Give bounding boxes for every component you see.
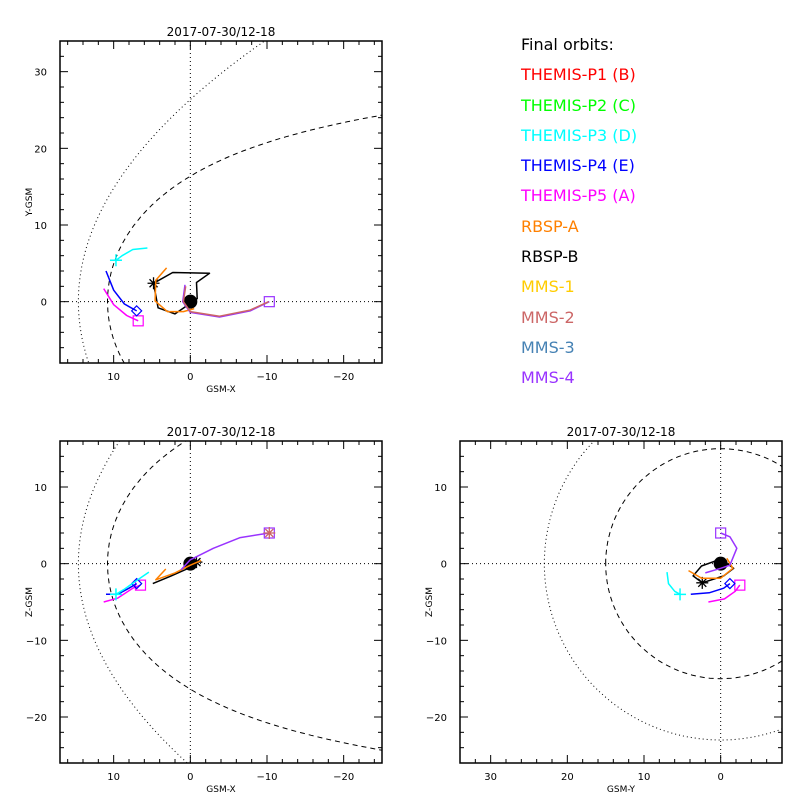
legend-item-mms-1: MMS-1 — [521, 277, 575, 297]
end-marker-diamond-themis-p4-e — [724, 577, 736, 590]
legend-item-themis-p2: THEMIS-P2 (C) — [521, 95, 636, 115]
y-axis-label: Y-GSM — [25, 188, 35, 217]
end-marker-square-mms-4 — [715, 527, 727, 539]
orbit-track-themis-p3-d — [115, 571, 150, 595]
plot-frame — [59, 40, 383, 364]
plot-title: 2017-07-30/12-18 — [167, 25, 276, 39]
x-tick-label: 0 — [187, 372, 193, 383]
end-marker-plus-themis-p3-d — [109, 588, 122, 601]
orbit-track-themis-p5-a — [103, 288, 139, 322]
y-tick-label: −20 — [26, 713, 47, 724]
x-tick-label: 10 — [107, 372, 120, 383]
y-tick-label: 0 — [41, 298, 47, 309]
plot-panel-yz: 30 20 10 0 10 0 −10 −20 2017-07-30/12-18 GSM-Y Z-G… — [425, 425, 783, 795]
bow-shock-curve — [77, 441, 188, 763]
end-marker-square-themis-p5-a — [734, 579, 746, 591]
x-tick-label: 10 — [638, 772, 651, 783]
end-marker-plus-themis-p3-d — [674, 588, 687, 601]
legend-item-rbsp-b: RBSP-B — [521, 247, 579, 267]
legend-item-themis-p1: THEMIS-P1 (B) — [521, 65, 636, 85]
x-axis-label: GSM-Y — [607, 785, 636, 795]
y-tick-label: −10 — [26, 636, 47, 647]
orbit-track-rbsp-a — [688, 557, 734, 579]
x-tick-label: 10 — [107, 772, 120, 783]
legend-item-themis-p5: THEMIS-P5 (A) — [521, 186, 636, 206]
orbit-track-themis-p5-a — [708, 584, 741, 603]
y-tick-label: −20 — [426, 713, 447, 724]
plot-area — [60, 441, 382, 763]
orbit-track-mms-4 — [705, 532, 738, 574]
end-marker-asterisk-mms-2 — [263, 527, 276, 539]
x-tick-label: 0 — [187, 772, 193, 783]
y-tick-label: 20 — [34, 144, 47, 155]
magnetopause-curve — [107, 441, 382, 751]
x-tick-label: −10 — [256, 772, 277, 783]
x-axis-label: GSM-X — [206, 785, 235, 795]
orbit-track-mms-4 — [180, 532, 270, 571]
plot-area — [60, 41, 382, 363]
magnetopause-curve — [107, 114, 382, 363]
y-tick-label: 0 — [41, 560, 47, 571]
legend-title: Final orbits: — [521, 35, 614, 54]
end-marker-plus-themis-p3-d — [109, 254, 122, 267]
plot-panel-xy: 10 0 −10 −20 0 10 20 30 2017-07-30/12-18 GSM-X Y-G… — [25, 25, 383, 395]
x-tick-label: 0 — [717, 772, 723, 783]
end-marker-asterisk-rbsp-b — [147, 277, 160, 290]
orbit-track-mms-2 — [182, 286, 269, 317]
orbit-track-themis-p4-e — [105, 270, 138, 312]
y-tick-label: 30 — [34, 68, 47, 79]
orbit-track-rbsp-b — [152, 271, 211, 315]
end-marker-square-themis-p5-a — [132, 315, 144, 327]
y-axis-label: Z-GSM — [25, 587, 35, 617]
x-tick-label: −20 — [333, 772, 354, 783]
plot-panel-xz: 10 0 −10 −20 10 0 −10 −20 2017-07-30/12-18 GSM-X Z… — [25, 425, 383, 795]
legend-item-themis-p3: THEMIS-P3 (D) — [521, 125, 638, 145]
end-marker-asterisk-rbsp-b — [696, 576, 709, 589]
y-tick-label: 10 — [34, 221, 47, 232]
magnetopause-curve — [605, 448, 782, 680]
plot-frame — [459, 440, 783, 764]
plot-frame — [59, 440, 383, 764]
y-tick-label: 10 — [34, 483, 47, 494]
plot-title: 2017-07-30/12-18 — [567, 425, 676, 439]
orbit-track-themis-p4-e — [690, 582, 731, 596]
legend: Final orbits: THEMIS-P1 (B) THEMIS-P2 (C… — [521, 30, 637, 394]
end-marker-diamond-themis-p4-e — [130, 305, 143, 317]
orbit-track-rbsp-a — [155, 559, 202, 581]
orbit-track-themis-p3-d — [115, 247, 148, 261]
x-tick-label: 20 — [561, 772, 574, 783]
x-axis-label: GSM-X — [206, 385, 235, 395]
y-axis-label: Z-GSM — [425, 587, 435, 617]
orbit-track-themis-p3-d — [666, 572, 681, 595]
legend-item-mms-4: MMS-4 — [521, 368, 575, 388]
end-marker-diamond-themis-p4-e — [130, 577, 143, 590]
plot-title: 2017-07-30/12-18 — [167, 425, 276, 439]
legend-item-mms-2: MMS-2 — [521, 307, 575, 327]
x-tick-label: −20 — [333, 372, 354, 383]
y-tick-label: 0 — [441, 560, 447, 571]
legend-item-mms-3: MMS-3 — [521, 337, 575, 357]
y-tick-label: −10 — [426, 636, 447, 647]
plot-area — [460, 441, 782, 763]
x-tick-label: −10 — [256, 372, 277, 383]
y-tick-label: 10 — [434, 483, 447, 494]
x-tick-label: 30 — [484, 772, 497, 783]
orbit-track-rbsp-a — [154, 267, 195, 313]
orbit-track-themis-p5-a — [103, 584, 141, 603]
legend-item-rbsp-a: RBSP-A — [521, 216, 579, 236]
legend-item-themis-p4: THEMIS-P4 (E) — [521, 156, 635, 176]
end-marker-square-mms-4 — [263, 296, 275, 308]
